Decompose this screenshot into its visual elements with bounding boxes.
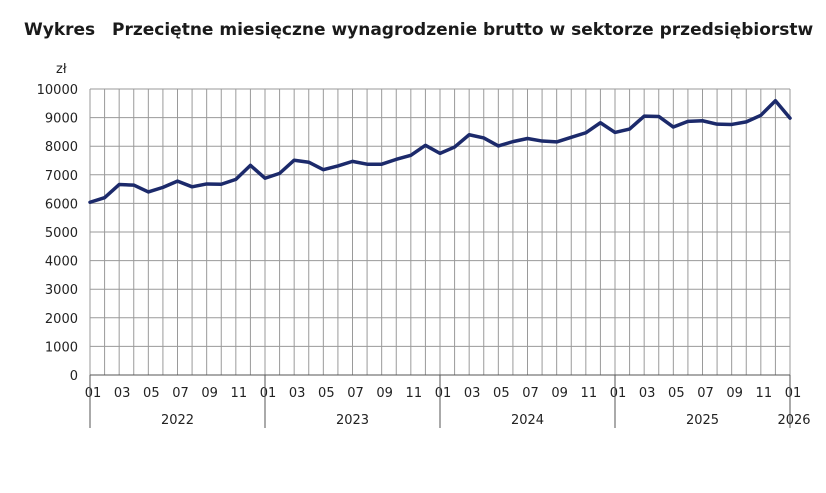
x-tick-label-year: 2026	[777, 413, 810, 428]
x-tick-label-month: 03	[114, 386, 131, 401]
data-point	[249, 164, 252, 167]
chart-title-row: Wykres Przeciętne miesięczne wynagrodzeni…	[24, 20, 813, 40]
x-tick-label-month: 01	[610, 386, 627, 401]
x-tick-label-month: 03	[289, 386, 306, 401]
y-tick-label: 2000	[45, 312, 78, 327]
data-point	[467, 133, 471, 136]
x-tick-label-month: 01	[260, 386, 277, 401]
data-point	[263, 177, 267, 180]
data-point	[555, 140, 558, 144]
data-point	[380, 163, 383, 166]
data-point	[759, 114, 763, 117]
y-tick-label: 4000	[45, 255, 78, 270]
x-tick-label-month: 07	[522, 386, 539, 401]
y-tick-label: 0	[70, 369, 78, 384]
data-point	[628, 127, 631, 131]
data-point	[730, 123, 733, 126]
data-point	[132, 183, 135, 187]
x-tick-label-month: 01	[785, 386, 802, 401]
data-point	[220, 183, 223, 186]
data-point	[642, 114, 646, 118]
x-tick-label-year: 2023	[336, 413, 369, 428]
x-tick-label-month: 05	[143, 386, 160, 401]
data-point	[511, 140, 515, 143]
data-point	[672, 125, 675, 129]
x-tick-label-month: 03	[464, 386, 481, 401]
y-tick-label: 5000	[45, 226, 78, 241]
data-point	[745, 120, 748, 124]
x-tick-label-month: 09	[376, 386, 393, 401]
data-point	[176, 179, 179, 183]
x-tick-label-month: 07	[697, 386, 714, 401]
x-tick-label-year: 2022	[161, 413, 194, 428]
y-tick-label: 10000	[37, 83, 78, 98]
data-point	[438, 152, 442, 155]
x-tick-label-month: 07	[172, 386, 189, 401]
data-point	[686, 120, 690, 123]
y-axis-label: zł	[56, 62, 67, 77]
x-tick-label-month: 05	[318, 386, 335, 401]
x-tick-label-month: 05	[493, 386, 510, 401]
y-tick-label: 7000	[45, 169, 78, 184]
data-point	[190, 185, 194, 189]
x-tick-label-month: 03	[639, 386, 656, 401]
data-point	[526, 137, 529, 140]
x-tick-label-month: 09	[726, 386, 743, 401]
x-tick-label-year: 2025	[686, 413, 719, 428]
data-point	[540, 139, 544, 143]
data-point	[701, 119, 704, 122]
data-point	[788, 116, 792, 120]
data-point	[482, 136, 485, 140]
data-point	[278, 172, 281, 175]
y-tick-label: 1000	[45, 340, 78, 355]
data-point	[570, 136, 573, 139]
data-point	[657, 115, 660, 118]
x-tick-label-month: 07	[347, 386, 364, 401]
data-point	[497, 144, 500, 148]
y-tick-label: 6000	[45, 197, 78, 212]
y-tick-label: 3000	[45, 283, 78, 298]
data-point	[715, 122, 719, 126]
x-tick-label-month: 09	[551, 386, 568, 401]
data-point	[453, 145, 456, 149]
data-point	[147, 190, 150, 194]
data-point	[322, 168, 325, 171]
x-tick-label-month: 01	[85, 386, 102, 401]
data-point	[613, 131, 617, 134]
data-point	[307, 161, 310, 164]
data-point	[599, 121, 602, 124]
x-tick-label-month: 11	[406, 386, 423, 401]
data-point	[103, 196, 106, 199]
x-tick-label-year: 2024	[511, 413, 544, 428]
data-point	[365, 163, 369, 166]
data-point	[205, 182, 208, 186]
x-tick-label-month: 01	[435, 386, 452, 401]
data-point	[351, 160, 354, 163]
y-tick-label: 8000	[45, 140, 78, 155]
y-tick-label: 9000	[45, 112, 78, 127]
data-point	[424, 144, 427, 147]
x-tick-label-month: 11	[581, 386, 598, 401]
data-point	[117, 183, 121, 186]
x-tick-label-month: 11	[756, 386, 773, 401]
chart-title: Przeciętne miesięczne wynagrodzenie brut…	[112, 20, 814, 40]
data-point	[234, 178, 238, 181]
data-point	[395, 158, 398, 161]
x-tick-label-month: 05	[668, 386, 685, 401]
data-point	[292, 159, 296, 162]
data-point	[161, 186, 165, 189]
data-point	[409, 154, 413, 157]
data-point	[774, 99, 777, 102]
figure-label: Wykres	[24, 20, 96, 40]
data-point	[88, 201, 92, 204]
data-point	[336, 164, 340, 168]
x-tick-label-month: 11	[231, 386, 248, 401]
data-point	[584, 131, 588, 134]
x-tick-label-month: 09	[201, 386, 218, 401]
